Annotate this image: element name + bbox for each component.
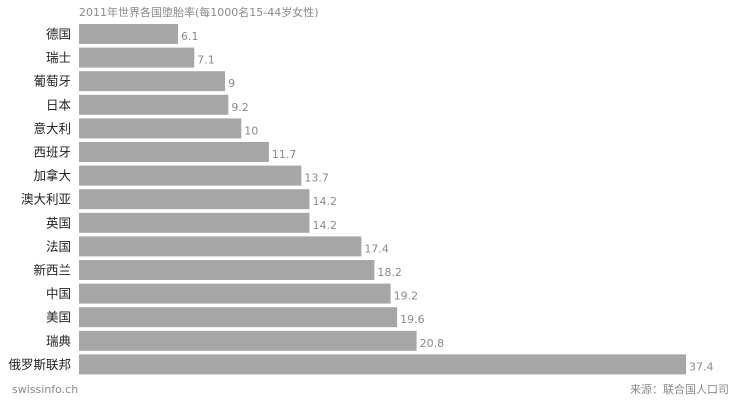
source-label: 来源：联合国人口司 bbox=[630, 382, 729, 396]
value-label-9: 17.4 bbox=[364, 242, 389, 255]
category-label-13: 瑞典 bbox=[46, 333, 71, 348]
bar-13 bbox=[79, 330, 417, 351]
bar-9 bbox=[79, 236, 362, 257]
category-label-1: 瑞士 bbox=[46, 50, 71, 65]
bar-7 bbox=[79, 189, 310, 210]
value-label-12: 19.6 bbox=[400, 313, 425, 326]
bar-3 bbox=[79, 94, 229, 115]
category-label-12: 美国 bbox=[46, 310, 71, 325]
value-label-2: 9 bbox=[228, 77, 235, 90]
category-label-3: 日本 bbox=[46, 97, 72, 112]
value-label-10: 18.2 bbox=[377, 266, 402, 279]
category-label-14: 俄罗斯联邦 bbox=[8, 357, 71, 372]
bar-6 bbox=[79, 165, 302, 186]
bar-0 bbox=[79, 24, 179, 44]
bar-12 bbox=[79, 307, 398, 328]
category-label-2: 葡萄牙 bbox=[33, 74, 71, 89]
category-label-7: 澳大利亚 bbox=[21, 192, 71, 207]
category-label-9: 法国 bbox=[46, 239, 71, 254]
value-label-7: 14.2 bbox=[312, 195, 337, 208]
value-label-5: 11.7 bbox=[272, 148, 297, 161]
brand-label: swissinfo.ch bbox=[12, 383, 78, 396]
bar-11 bbox=[79, 283, 391, 304]
value-label-14: 37.4 bbox=[689, 360, 714, 373]
bars-group: 德国 6.1 瑞士 7.1 葡萄牙 9 日本 9.2 意大利 10 西班牙 11.7 加拿大 13.7 澳大… bbox=[8, 24, 714, 375]
bar-8 bbox=[79, 212, 310, 233]
category-label-8: 英国 bbox=[46, 215, 71, 230]
value-label-11: 19.2 bbox=[394, 290, 419, 303]
value-label-3: 9.2 bbox=[231, 101, 249, 114]
category-label-0: 德国 bbox=[46, 27, 71, 42]
value-label-13: 20.8 bbox=[420, 337, 445, 350]
value-label-6: 13.7 bbox=[304, 172, 329, 185]
value-label-8: 14.2 bbox=[312, 219, 337, 232]
category-label-6: 加拿大 bbox=[33, 168, 71, 183]
value-label-4: 10 bbox=[244, 124, 258, 137]
category-label-4: 意大利 bbox=[33, 121, 71, 136]
bar-2 bbox=[79, 71, 226, 92]
category-label-10: 新西兰 bbox=[33, 263, 71, 278]
bar-14 bbox=[79, 354, 686, 375]
category-label-11: 中国 bbox=[46, 286, 71, 301]
bar-5 bbox=[79, 142, 269, 162]
value-label-1: 7.1 bbox=[197, 54, 215, 67]
category-label-5: 西班牙 bbox=[33, 145, 71, 160]
bar-10 bbox=[79, 260, 375, 280]
bar-1 bbox=[79, 47, 195, 68]
chart-title: 2011年世界各国堕胎率(每1000名15-44岁女性) bbox=[79, 5, 319, 19]
value-label-0: 6.1 bbox=[181, 30, 199, 43]
bar-4 bbox=[79, 118, 242, 139]
